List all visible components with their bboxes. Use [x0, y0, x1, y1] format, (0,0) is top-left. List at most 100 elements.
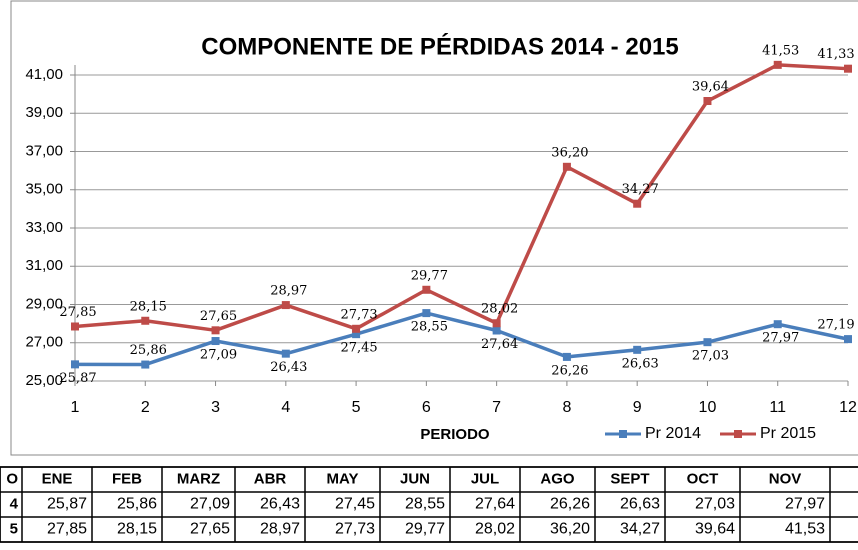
data-label: 28,97 — [270, 284, 307, 299]
table-cell: 28,02 — [475, 521, 515, 538]
marker — [141, 360, 150, 369]
series-line — [74, 311, 849, 367]
data-label: 27,97 — [762, 331, 799, 346]
table-cell: 26,63 — [620, 496, 660, 513]
y-tick-label: 29,00 — [25, 295, 63, 312]
data-label: 29,77 — [411, 268, 448, 283]
data-label: 26,63 — [622, 356, 659, 371]
table-cell: 41,53 — [785, 521, 825, 538]
data-label: 27,09 — [200, 348, 237, 363]
table-row-label: 4 — [10, 495, 19, 512]
marker — [422, 285, 431, 294]
table-cell: 28,55 — [405, 496, 445, 513]
marker — [844, 335, 852, 344]
y-tick-label: 27,00 — [25, 334, 63, 351]
chart-title: COMPONENTE DE PÉRDIDAS 2014 - 2015 — [201, 32, 678, 60]
y-tick-label: 37,00 — [25, 142, 63, 159]
marker — [211, 337, 220, 346]
x-tick-label: 8 — [562, 399, 571, 416]
x-tick-label: 1 — [71, 399, 80, 416]
marker — [562, 162, 571, 171]
data-label: 25,86 — [130, 343, 167, 358]
marker — [281, 349, 290, 358]
marker — [703, 338, 712, 347]
data-label: 41,53 — [762, 43, 799, 58]
table-header: JUL — [471, 470, 499, 487]
y-tick-label: 33,00 — [25, 219, 63, 236]
table-header: O — [6, 470, 18, 487]
x-tick-label: 2 — [141, 399, 150, 416]
table-header: AGO — [540, 470, 575, 487]
marker — [352, 330, 361, 339]
data-label: 26,26 — [551, 363, 588, 378]
x-tick-label: 5 — [352, 399, 361, 416]
data-label: 34,27 — [622, 182, 659, 197]
table-row-label: 5 — [10, 520, 18, 537]
x-tick-label: 12 — [839, 399, 857, 416]
table-header: MARZ — [177, 470, 220, 487]
data-label: 27,64 — [481, 337, 518, 352]
marker — [633, 199, 642, 208]
data-label: 39,64 — [692, 80, 729, 95]
data-label: 25,87 — [59, 371, 96, 386]
data-label: 27,03 — [692, 349, 729, 364]
table-cell: 25,87 — [47, 496, 87, 513]
y-tick-label: 39,00 — [25, 104, 63, 121]
y-tick-label: 25,00 — [25, 372, 63, 389]
marker — [773, 60, 782, 69]
marker — [492, 319, 501, 328]
data-label: 27,85 — [59, 305, 96, 320]
x-tick-label: 4 — [281, 399, 290, 416]
table-cell: 28,15 — [117, 521, 157, 538]
marker — [492, 326, 501, 335]
marker — [703, 97, 712, 106]
x-tick-label: 7 — [492, 399, 501, 416]
x-tick-label: 10 — [699, 399, 717, 416]
table-header: FEB — [112, 470, 142, 487]
table-header: JUN — [400, 470, 430, 487]
x-tick-label: 11 — [769, 399, 786, 416]
table-cell: 26,43 — [260, 496, 300, 513]
table-header: NOV — [769, 470, 802, 487]
marker — [141, 316, 150, 325]
marker — [71, 322, 79, 331]
table-cell: 27,85 — [47, 521, 87, 538]
marker — [352, 324, 361, 333]
data-label: 28,02 — [481, 302, 518, 317]
legend-label: Pr 2014 — [645, 425, 701, 442]
table-cell: 27,03 — [695, 496, 735, 513]
x-tick-label: 6 — [422, 399, 431, 416]
table-cell: 26,26 — [550, 496, 590, 513]
data-label: 27,19 — [817, 318, 854, 333]
table-cell: 25,86 — [117, 496, 157, 513]
data-label: 28,55 — [411, 320, 448, 335]
data-label: 27,73 — [340, 307, 377, 322]
table-cell: 39,64 — [695, 521, 735, 538]
data-label: 26,43 — [270, 360, 307, 375]
marker — [844, 64, 852, 73]
data-label: 36,20 — [551, 145, 588, 160]
marker — [71, 360, 79, 369]
table-cell: 27,73 — [335, 521, 375, 538]
marker — [422, 309, 431, 318]
table-header: ENE — [42, 470, 73, 487]
table-header: ABR — [254, 470, 287, 487]
table-cell: 36,20 — [550, 521, 590, 538]
table-header: OCT — [687, 470, 719, 487]
series-line — [74, 63, 849, 333]
marker — [633, 345, 642, 354]
table-cell: 28,97 — [260, 521, 300, 538]
table-cell: 27,97 — [785, 496, 825, 513]
x-tick-label: 9 — [633, 399, 642, 416]
legend-marker — [734, 430, 742, 438]
table-cell: 27,09 — [190, 496, 230, 513]
table-cell: 27,65 — [190, 521, 230, 538]
table-cell: 34,27 — [620, 521, 660, 538]
y-tick-label: 35,00 — [25, 181, 63, 198]
data-label: 28,15 — [130, 299, 167, 314]
marker — [773, 320, 782, 329]
x-axis-title: PERIODO — [420, 426, 490, 443]
data-label: 27,45 — [340, 341, 377, 356]
table-cell: 29,77 — [405, 521, 445, 538]
